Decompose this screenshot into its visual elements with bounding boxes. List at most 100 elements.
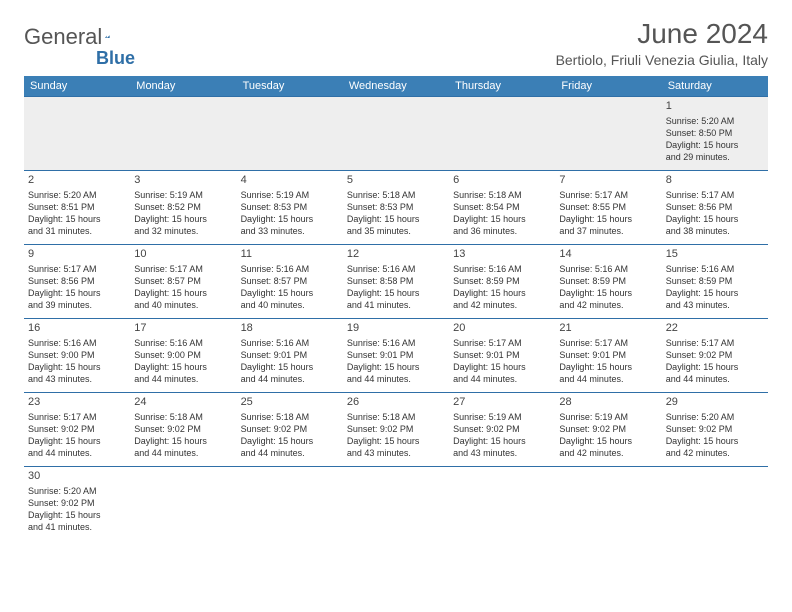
daylight-text: Daylight: 15 hours bbox=[666, 435, 764, 447]
day-number: 11 bbox=[241, 247, 339, 262]
day-header: Thursday bbox=[449, 76, 555, 97]
daylight-text: Daylight: 15 hours bbox=[559, 361, 657, 373]
day-header: Saturday bbox=[662, 76, 768, 97]
calendar-cell bbox=[555, 97, 661, 171]
location: Bertiolo, Friuli Venezia Giulia, Italy bbox=[556, 52, 768, 68]
calendar-cell bbox=[237, 467, 343, 541]
daylight-text: Daylight: 15 hours bbox=[28, 361, 126, 373]
daylight-text: and 31 minutes. bbox=[28, 225, 126, 237]
day-number: 17 bbox=[134, 321, 232, 336]
daylight-text: Daylight: 15 hours bbox=[347, 435, 445, 447]
sunrise-text: Sunrise: 5:16 AM bbox=[453, 263, 551, 275]
sunrise-text: Sunrise: 5:18 AM bbox=[241, 411, 339, 423]
calendar-cell bbox=[343, 467, 449, 541]
sunrise-text: Sunrise: 5:19 AM bbox=[241, 189, 339, 201]
day-number: 13 bbox=[453, 247, 551, 262]
logo-text-2: Blue bbox=[96, 48, 135, 69]
day-header: Friday bbox=[555, 76, 661, 97]
daylight-text: and 29 minutes. bbox=[666, 151, 764, 163]
sunrise-text: Sunrise: 5:17 AM bbox=[666, 337, 764, 349]
daylight-text: and 36 minutes. bbox=[453, 225, 551, 237]
daylight-text: Daylight: 15 hours bbox=[559, 435, 657, 447]
daylight-text: and 43 minutes. bbox=[28, 373, 126, 385]
daylight-text: Daylight: 15 hours bbox=[28, 509, 126, 521]
daylight-text: Daylight: 15 hours bbox=[453, 213, 551, 225]
daylight-text: Daylight: 15 hours bbox=[453, 287, 551, 299]
day-header: Monday bbox=[130, 76, 236, 97]
daylight-text: and 44 minutes. bbox=[134, 447, 232, 459]
sunset-text: Sunset: 8:58 PM bbox=[347, 275, 445, 287]
daylight-text: and 33 minutes. bbox=[241, 225, 339, 237]
calendar-cell: 11Sunrise: 5:16 AMSunset: 8:57 PMDayligh… bbox=[237, 245, 343, 319]
sunset-text: Sunset: 9:02 PM bbox=[453, 423, 551, 435]
daylight-text: Daylight: 15 hours bbox=[134, 213, 232, 225]
day-number: 4 bbox=[241, 173, 339, 188]
sunrise-text: Sunrise: 5:20 AM bbox=[666, 411, 764, 423]
calendar-cell bbox=[130, 467, 236, 541]
flag-icon bbox=[105, 28, 110, 46]
daylight-text: and 39 minutes. bbox=[28, 299, 126, 311]
calendar-cell: 15Sunrise: 5:16 AMSunset: 8:59 PMDayligh… bbox=[662, 245, 768, 319]
sunset-text: Sunset: 9:01 PM bbox=[241, 349, 339, 361]
calendar-cell: 23Sunrise: 5:17 AMSunset: 9:02 PMDayligh… bbox=[24, 393, 130, 467]
sunrise-text: Sunrise: 5:16 AM bbox=[134, 337, 232, 349]
daylight-text: Daylight: 15 hours bbox=[453, 435, 551, 447]
daylight-text: Daylight: 15 hours bbox=[666, 139, 764, 151]
sunset-text: Sunset: 9:02 PM bbox=[666, 423, 764, 435]
month-title: June 2024 bbox=[556, 18, 768, 50]
day-number: 26 bbox=[347, 395, 445, 410]
sunset-text: Sunset: 8:59 PM bbox=[453, 275, 551, 287]
day-number: 22 bbox=[666, 321, 764, 336]
sunrise-text: Sunrise: 5:20 AM bbox=[666, 115, 764, 127]
calendar-cell: 20Sunrise: 5:17 AMSunset: 9:01 PMDayligh… bbox=[449, 319, 555, 393]
daylight-text: Daylight: 15 hours bbox=[559, 287, 657, 299]
sunset-text: Sunset: 9:01 PM bbox=[453, 349, 551, 361]
sunset-text: Sunset: 9:01 PM bbox=[347, 349, 445, 361]
daylight-text: and 35 minutes. bbox=[347, 225, 445, 237]
calendar-cell bbox=[555, 467, 661, 541]
sunset-text: Sunset: 8:56 PM bbox=[666, 201, 764, 213]
logo-text-1: General bbox=[24, 24, 102, 50]
sunset-text: Sunset: 8:53 PM bbox=[241, 201, 339, 213]
sunset-text: Sunset: 8:56 PM bbox=[28, 275, 126, 287]
sunrise-text: Sunrise: 5:16 AM bbox=[666, 263, 764, 275]
calendar-week-row: 30Sunrise: 5:20 AMSunset: 9:02 PMDayligh… bbox=[24, 467, 768, 541]
daylight-text: Daylight: 15 hours bbox=[347, 213, 445, 225]
day-header-row: Sunday Monday Tuesday Wednesday Thursday… bbox=[24, 76, 768, 97]
daylight-text: and 44 minutes. bbox=[666, 373, 764, 385]
day-number: 28 bbox=[559, 395, 657, 410]
calendar-cell: 4Sunrise: 5:19 AMSunset: 8:53 PMDaylight… bbox=[237, 171, 343, 245]
sunrise-text: Sunrise: 5:16 AM bbox=[347, 337, 445, 349]
sunrise-text: Sunrise: 5:19 AM bbox=[134, 189, 232, 201]
calendar-week-row: 23Sunrise: 5:17 AMSunset: 9:02 PMDayligh… bbox=[24, 393, 768, 467]
day-number: 24 bbox=[134, 395, 232, 410]
sunrise-text: Sunrise: 5:17 AM bbox=[559, 337, 657, 349]
sunset-text: Sunset: 8:55 PM bbox=[559, 201, 657, 213]
sunset-text: Sunset: 9:02 PM bbox=[347, 423, 445, 435]
calendar-week-row: 9Sunrise: 5:17 AMSunset: 8:56 PMDaylight… bbox=[24, 245, 768, 319]
daylight-text: and 44 minutes. bbox=[28, 447, 126, 459]
calendar-cell bbox=[662, 467, 768, 541]
day-number: 21 bbox=[559, 321, 657, 336]
daylight-text: Daylight: 15 hours bbox=[559, 213, 657, 225]
daylight-text: and 44 minutes. bbox=[241, 447, 339, 459]
day-number: 30 bbox=[28, 469, 126, 484]
daylight-text: and 40 minutes. bbox=[241, 299, 339, 311]
calendar-cell: 16Sunrise: 5:16 AMSunset: 9:00 PMDayligh… bbox=[24, 319, 130, 393]
sunset-text: Sunset: 8:59 PM bbox=[666, 275, 764, 287]
sunrise-text: Sunrise: 5:17 AM bbox=[453, 337, 551, 349]
daylight-text: and 42 minutes. bbox=[453, 299, 551, 311]
calendar-cell: 21Sunrise: 5:17 AMSunset: 9:01 PMDayligh… bbox=[555, 319, 661, 393]
sunset-text: Sunset: 9:01 PM bbox=[559, 349, 657, 361]
sunrise-text: Sunrise: 5:18 AM bbox=[347, 189, 445, 201]
daylight-text: Daylight: 15 hours bbox=[241, 287, 339, 299]
daylight-text: Daylight: 15 hours bbox=[28, 213, 126, 225]
daylight-text: and 41 minutes. bbox=[28, 521, 126, 533]
day-header: Tuesday bbox=[237, 76, 343, 97]
day-number: 18 bbox=[241, 321, 339, 336]
calendar-cell: 8Sunrise: 5:17 AMSunset: 8:56 PMDaylight… bbox=[662, 171, 768, 245]
daylight-text: Daylight: 15 hours bbox=[28, 435, 126, 447]
calendar-cell: 9Sunrise: 5:17 AMSunset: 8:56 PMDaylight… bbox=[24, 245, 130, 319]
calendar-cell: 28Sunrise: 5:19 AMSunset: 9:02 PMDayligh… bbox=[555, 393, 661, 467]
daylight-text: Daylight: 15 hours bbox=[28, 287, 126, 299]
